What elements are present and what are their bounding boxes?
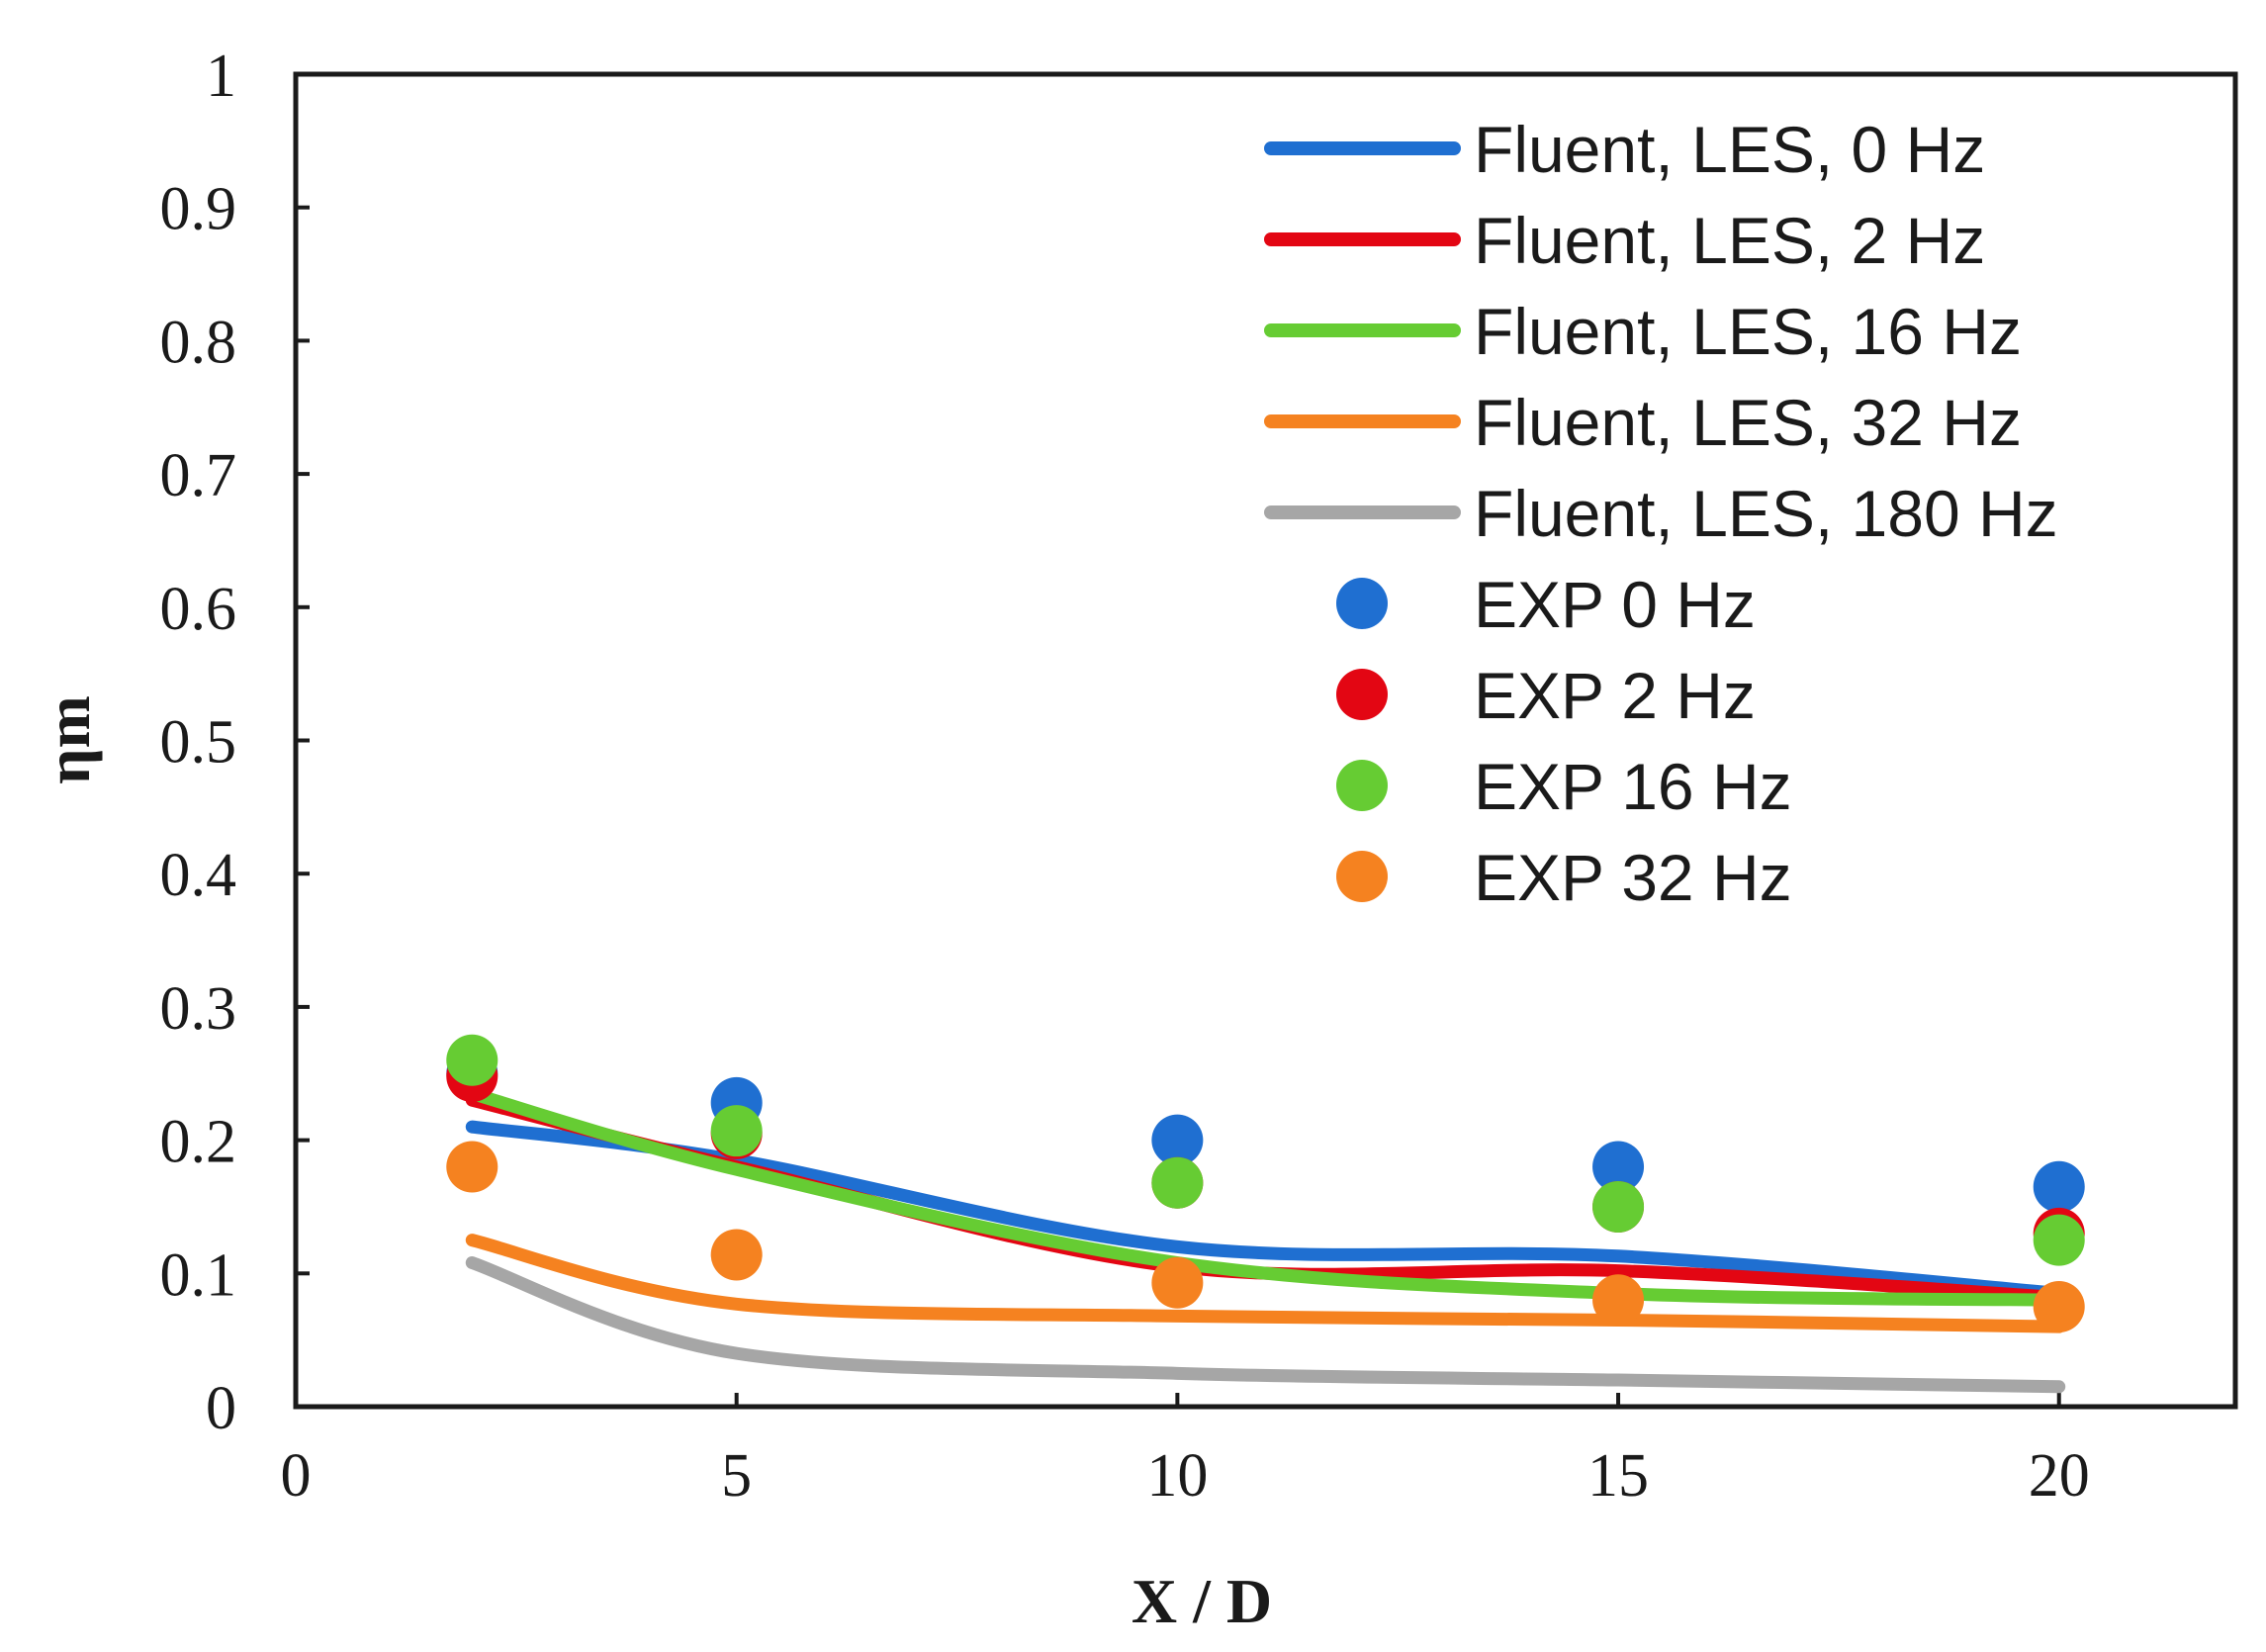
y-tick-label: 0.4	[160, 842, 237, 909]
legend-label: EXP 2 Hz	[1474, 659, 1756, 732]
y-tick-label: 1	[206, 43, 236, 110]
y-tick-label: 0.7	[160, 442, 237, 509]
x-tick-label: 20	[2029, 1442, 2090, 1510]
y-tick-label: 0.8	[160, 309, 237, 376]
exp-point-2	[2033, 1214, 2085, 1266]
x-tick-label: 15	[1587, 1442, 1649, 1510]
les-line-4	[465, 1256, 2066, 1394]
x-tick-label: 10	[1146, 1442, 1208, 1510]
legend-label: EXP 16 Hz	[1474, 750, 1792, 823]
legend-label: EXP 32 Hz	[1474, 841, 1792, 914]
les-line-3	[465, 1234, 2066, 1333]
y-axis-ticks: 0 0.1 0.2 0.3 0.4 0.5 0.6 0.7 0.8 0.9 1	[160, 43, 310, 1442]
exp-point-2	[710, 1105, 763, 1157]
legend: Fluent, LES, 0 Hz Fluent, LES, 2 Hz Fluent…	[1264, 113, 2058, 914]
exp-point-0	[2033, 1160, 2085, 1213]
les-line-2	[465, 1086, 2066, 1307]
exp-point-2	[1592, 1180, 1645, 1233]
y-tick-label: 0	[206, 1375, 236, 1442]
x-axis-title: X / D	[1132, 1566, 1272, 1636]
exp-point-0	[1592, 1141, 1645, 1193]
legend-swatch-point	[1336, 578, 1388, 629]
plot-area	[293, 71, 2238, 1410]
legend-label: Fluent, LES, 180 Hz	[1474, 477, 2058, 550]
legend-label: EXP 0 Hz	[1474, 568, 1756, 641]
legend-label: Fluent, LES, 2 Hz	[1474, 204, 1985, 277]
y-tick-label: 0.6	[160, 576, 237, 643]
exp-point-3	[446, 1141, 499, 1193]
legend-label: Fluent, LES, 32 Hz	[1474, 386, 2022, 459]
exp-point-3	[1592, 1274, 1645, 1327]
exp-point-2	[1151, 1156, 1204, 1209]
exp-point-0	[1151, 1114, 1204, 1166]
legend-swatch-point	[1336, 760, 1388, 811]
series-lines	[465, 1086, 2066, 1394]
y-tick-label: 0.3	[160, 975, 237, 1043]
exp-point-2	[446, 1034, 499, 1086]
series-points	[446, 1034, 2085, 1332]
y-axis-title: ηm	[33, 695, 103, 784]
legend-label: Fluent, LES, 16 Hz	[1474, 295, 2022, 368]
exp-point-3	[710, 1229, 763, 1281]
y-tick-label: 0.2	[160, 1109, 237, 1176]
legend-swatch-point	[1336, 851, 1388, 902]
exp-point-3	[1151, 1256, 1204, 1309]
x-tick-label: 5	[721, 1442, 752, 1510]
legend-swatch-point	[1336, 669, 1388, 720]
exp-point-3	[2033, 1280, 2085, 1332]
y-tick-label: 0.1	[160, 1241, 237, 1309]
x-tick-label: 0	[281, 1442, 312, 1510]
y-tick-label: 0.5	[160, 709, 237, 777]
legend-label: Fluent, LES, 0 Hz	[1474, 113, 1985, 186]
y-tick-label: 0.9	[160, 176, 237, 243]
x-axis-ticks: 0 5 10 15 20	[281, 1393, 2090, 1510]
